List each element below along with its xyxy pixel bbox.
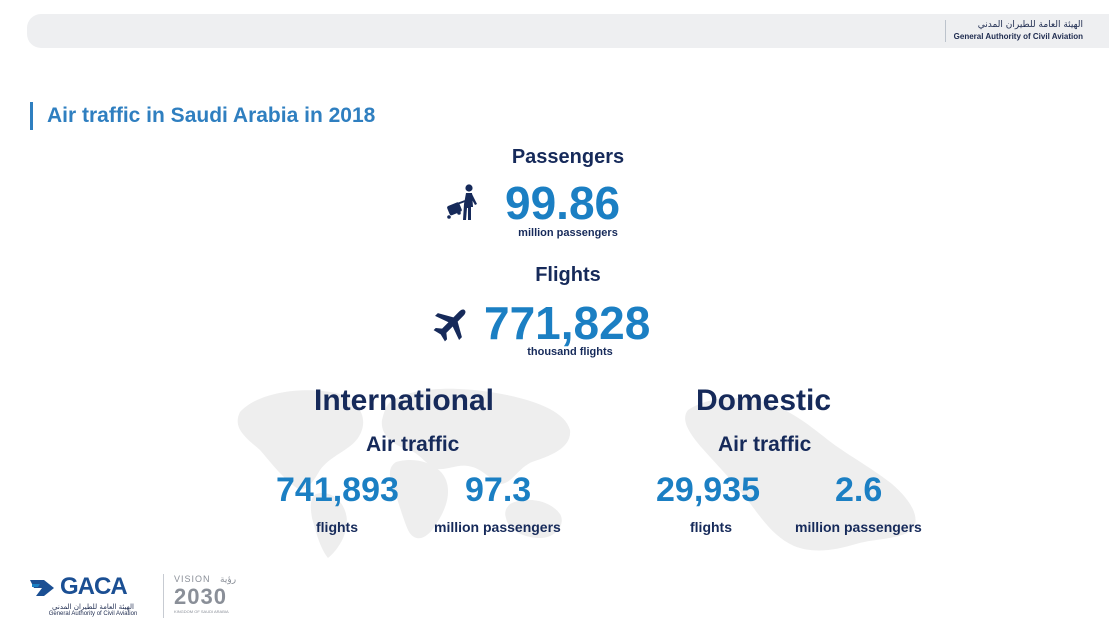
domestic-title: Domestic (696, 384, 832, 417)
domestic-subtitle: Air traffic (718, 433, 812, 456)
international-flights-value: 741,893 (276, 471, 399, 509)
international-passengers-unit: million passengers (434, 519, 561, 535)
airplane-icon (433, 309, 466, 342)
traveler-with-suitcase-icon (447, 184, 477, 220)
domestic-passengers-value: 2.6 (835, 471, 883, 509)
page-title: Air traffic in Saudi Arabia in 2018 (47, 104, 376, 127)
vision-2030-logo: VISION رؤية 2030 KINGDOM OF SAUDI ARABIA (174, 574, 246, 614)
gaca-wordmark: GACA (60, 573, 128, 600)
vision-year: 2030 (174, 584, 227, 609)
international-passengers-value: 97.3 (465, 471, 532, 509)
domestic-flights-unit: flights (690, 519, 732, 535)
authority-name-arabic: الهيئة العامة للطيران المدني (977, 20, 1083, 30)
vision-label: VISION (174, 574, 211, 584)
gaca-name-english: General Authority of Civil Aviation (48, 611, 138, 617)
flights-unit: thousand flights (527, 346, 613, 358)
gaca-logo: GACA الهيئة العامة للطيران المدني Genera… (28, 573, 158, 617)
international-title: International (314, 384, 495, 417)
authority-header-logo: الهيئة العامة للطيران المدني General Aut… (944, 20, 1083, 42)
flights-label: Flights (535, 264, 601, 286)
domestic-passengers-unit: million passengers (795, 519, 922, 535)
international-subtitle: Air traffic (366, 433, 460, 456)
domestic-flights-value: 29,935 (656, 471, 760, 509)
footer-divider (163, 574, 164, 618)
authority-name-english: General Authority of Civil Aviation (953, 32, 1083, 41)
vision-label-arabic: رؤية (220, 575, 237, 585)
gaca-name-arabic: الهيئة العامة للطيران المدني (52, 603, 134, 611)
saudi-arabia-map-graphic (685, 397, 916, 551)
international-flights-unit: flights (316, 519, 358, 535)
title-block: Air traffic in Saudi Arabia in 2018 (30, 102, 375, 130)
header-bar (27, 14, 1109, 48)
passengers-value: 99.86 (505, 177, 621, 229)
passengers-label: Passengers (511, 146, 625, 168)
gaca-emblem-icon (30, 580, 54, 596)
flights-value: 771,828 (484, 297, 651, 349)
vision-kingdom-text: KINGDOM OF SAUDI ARABIA (174, 609, 229, 614)
world-map-graphic (237, 388, 571, 558)
passengers-unit: million passengers (518, 227, 618, 239)
